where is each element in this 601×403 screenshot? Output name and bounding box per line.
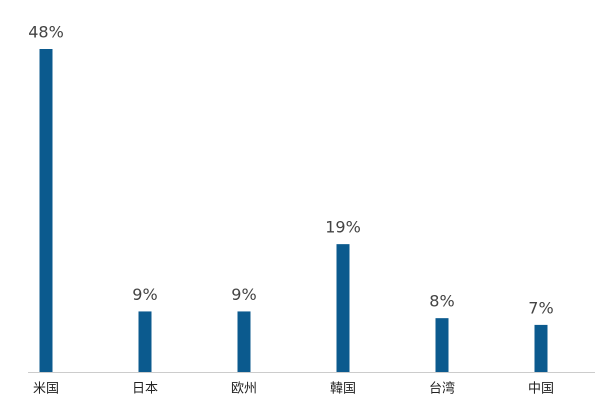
bar bbox=[39, 49, 53, 372]
bar bbox=[534, 324, 548, 372]
bar bbox=[435, 318, 449, 372]
bar bbox=[336, 244, 350, 372]
bar bbox=[237, 311, 251, 372]
bar bbox=[138, 311, 152, 372]
x-tick-label: 米国 bbox=[33, 382, 59, 397]
x-tick-label: 中国 bbox=[528, 382, 554, 397]
value-label: 7% bbox=[528, 298, 553, 317]
x-tick-label: 日本 bbox=[132, 382, 158, 397]
value-label: 9% bbox=[231, 285, 256, 304]
value-label: 19% bbox=[325, 218, 361, 237]
value-label: 8% bbox=[429, 292, 454, 311]
x-tick-label: 欧州 bbox=[231, 382, 257, 397]
x-tick-label: 韓国 bbox=[330, 382, 356, 397]
x-tick-label: 台湾 bbox=[429, 381, 455, 397]
value-label: 9% bbox=[132, 285, 157, 304]
value-label: 48% bbox=[28, 23, 64, 42]
